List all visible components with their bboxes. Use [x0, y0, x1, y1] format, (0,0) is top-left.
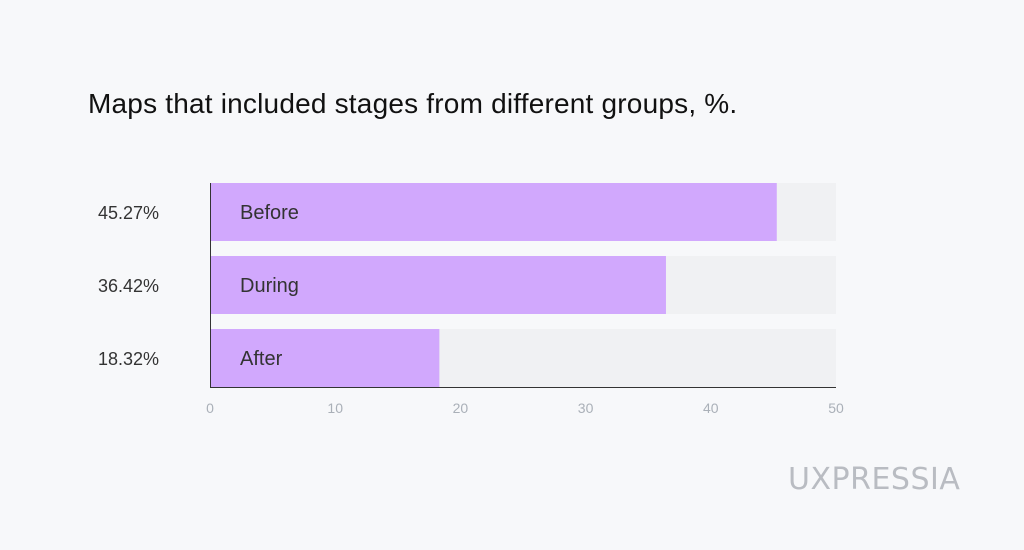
x-tick-label-0: 0 [206, 400, 214, 416]
x-tick-label-20: 20 [453, 400, 469, 416]
value-label-during: 36.42% [98, 276, 159, 296]
bar-before [210, 183, 777, 241]
uxpressia-logo: UXPRESSIA [788, 462, 961, 497]
x-tick-label-40: 40 [703, 400, 719, 416]
x-tick-label-30: 30 [578, 400, 594, 416]
x-tick-label-10: 10 [327, 400, 343, 416]
value-label-after: 18.32% [98, 349, 159, 369]
bar-after [210, 329, 440, 387]
bar-during [210, 256, 666, 314]
category-label-before: Before [240, 202, 299, 224]
chart-title: Maps that included stages from different… [88, 88, 738, 119]
value-label-before: 45.27% [98, 203, 159, 223]
x-tick-label-50: 50 [828, 400, 844, 416]
category-label-after: After [240, 348, 283, 370]
category-label-during: During [240, 275, 299, 297]
